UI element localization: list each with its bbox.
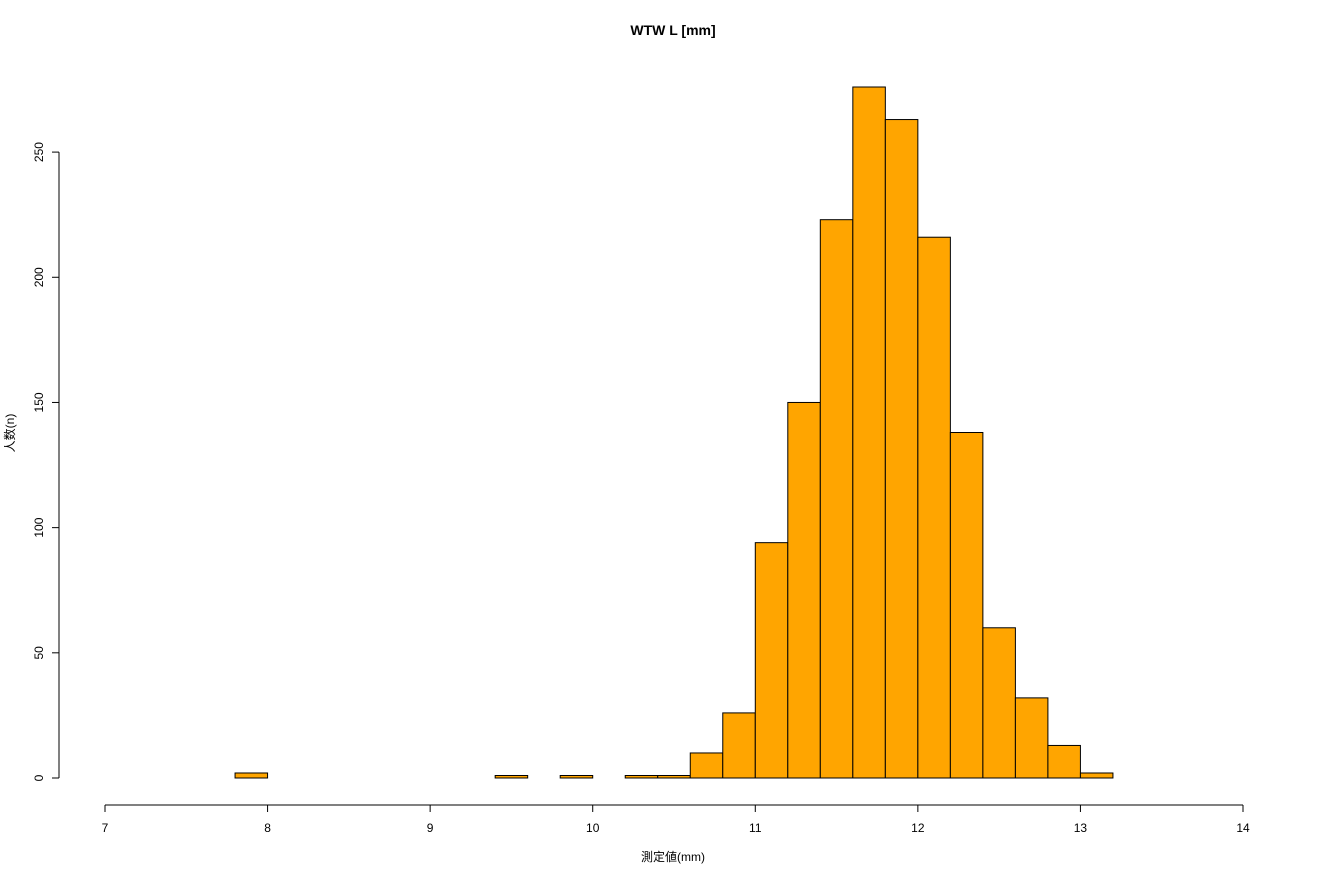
histogram-bar (819, 219, 854, 779)
bars-group (234, 86, 1114, 779)
histogram-bar (624, 775, 659, 779)
histogram-bar (234, 772, 269, 779)
y-tick-label: 50 (32, 646, 46, 660)
histogram-bar (754, 542, 789, 779)
histogram-bar (917, 236, 951, 779)
histogram-bar (787, 401, 821, 779)
x-axis-label: 測定値(mm) (641, 849, 705, 864)
x-tick-label: 10 (586, 821, 600, 835)
x-tick-label: 14 (1236, 821, 1250, 835)
x-tick-label: 13 (1074, 821, 1088, 835)
x-tick-label: 7 (102, 821, 109, 835)
x-tick-label: 8 (264, 821, 271, 835)
y-tick-label: 200 (32, 267, 46, 287)
histogram-bar (884, 119, 919, 779)
histogram-bar (949, 432, 984, 779)
y-tick-label: 0 (32, 774, 46, 781)
chart-title: WTW L [mm] (630, 22, 715, 38)
histogram-bar (722, 712, 756, 779)
x-tick-label: 9 (427, 821, 434, 835)
histogram-bar (494, 775, 529, 779)
histogram-bar (689, 752, 724, 779)
x-axis: 7 8 9 10 11 12 13 14 (102, 804, 1250, 835)
y-tick-label: 250 (32, 142, 46, 162)
histogram-bar (1047, 744, 1081, 779)
x-tick-label: 12 (911, 821, 925, 835)
y-axis-label: 人数(n) (2, 414, 17, 453)
histogram-bar (657, 775, 691, 779)
histogram-bar (1014, 697, 1049, 779)
histogram-bar (852, 86, 886, 779)
histogram-bar (1079, 772, 1114, 779)
y-axis: 0 50 100 150 200 250 (32, 142, 60, 781)
histogram-bar (559, 775, 594, 779)
y-tick-label: 100 (32, 517, 46, 537)
y-tick-label: 150 (32, 392, 46, 412)
histogram-bar (982, 627, 1016, 779)
x-tick-label: 11 (749, 821, 762, 835)
